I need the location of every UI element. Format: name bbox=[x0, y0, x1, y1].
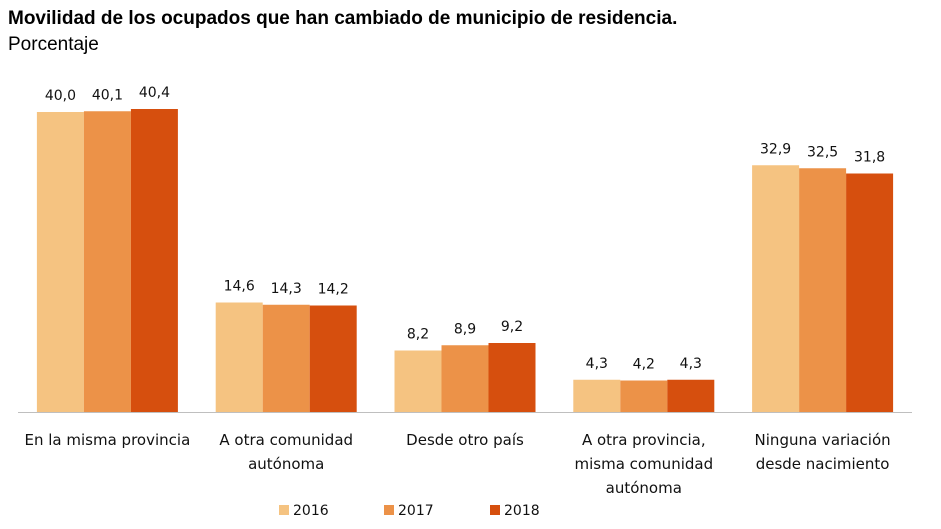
legend-label-2018: 2018 bbox=[504, 503, 540, 519]
category-label-4: Ninguna variación bbox=[755, 431, 891, 449]
bar-2016-2 bbox=[394, 350, 442, 412]
data-label-2018-4: 31,8 bbox=[854, 150, 885, 166]
category-label-3: autónoma bbox=[606, 479, 682, 497]
data-label-2016-4: 32,9 bbox=[760, 141, 791, 157]
bar-2018-2 bbox=[488, 343, 536, 412]
data-label-2016-2: 8,2 bbox=[407, 327, 429, 343]
data-label-2017-3: 4,2 bbox=[633, 357, 655, 373]
bar-2018-4 bbox=[846, 173, 894, 412]
legend-label-2017: 2017 bbox=[398, 503, 434, 519]
category-label-1: A otra comunidad bbox=[219, 431, 353, 449]
category-label-4: desde nacimiento bbox=[756, 455, 890, 473]
bar-2017-2 bbox=[441, 345, 489, 412]
bar-2016-0 bbox=[36, 112, 84, 412]
data-label-2016-1: 14,6 bbox=[224, 279, 255, 295]
category-label-2: Desde otro país bbox=[406, 431, 524, 449]
data-label-2016-3: 4,3 bbox=[586, 356, 608, 372]
category-label-1: autónoma bbox=[248, 455, 324, 473]
bar-2018-3 bbox=[667, 379, 715, 412]
legend-label-2016: 2016 bbox=[293, 503, 329, 519]
data-label-2018-0: 40,4 bbox=[139, 85, 170, 101]
bar-2016-4 bbox=[752, 165, 800, 412]
category-label-0: En la misma provincia bbox=[25, 431, 191, 449]
bar-2017-3 bbox=[620, 380, 668, 412]
bar-2017-1 bbox=[262, 304, 310, 412]
data-label-2018-2: 9,2 bbox=[501, 319, 523, 335]
bar-2016-1 bbox=[215, 302, 263, 412]
bar-2017-4 bbox=[799, 168, 847, 412]
legend-swatch-2018 bbox=[490, 505, 500, 515]
data-label-2017-1: 14,3 bbox=[271, 281, 302, 297]
bar-2017-0 bbox=[83, 111, 131, 412]
data-label-2018-1: 14,2 bbox=[318, 282, 349, 298]
legend-swatch-2016 bbox=[279, 505, 289, 515]
category-label-3: A otra provincia, bbox=[582, 431, 706, 449]
data-label-2017-4: 32,5 bbox=[807, 144, 838, 160]
bar-2018-1 bbox=[309, 305, 357, 412]
data-label-2017-0: 40,1 bbox=[92, 87, 123, 103]
chart-subtitle: Porcentaje bbox=[8, 34, 99, 55]
data-label-2016-0: 40,0 bbox=[45, 88, 76, 104]
legend-swatch-2017 bbox=[384, 505, 394, 515]
chart-title: Movilidad de los ocupados que han cambia… bbox=[8, 8, 678, 29]
category-label-3: misma comunidad bbox=[574, 455, 713, 473]
bar-2016-3 bbox=[573, 379, 621, 412]
data-label-2017-2: 8,9 bbox=[454, 321, 476, 337]
bar-2018-0 bbox=[130, 109, 178, 412]
data-label-2018-3: 4,3 bbox=[680, 356, 702, 372]
